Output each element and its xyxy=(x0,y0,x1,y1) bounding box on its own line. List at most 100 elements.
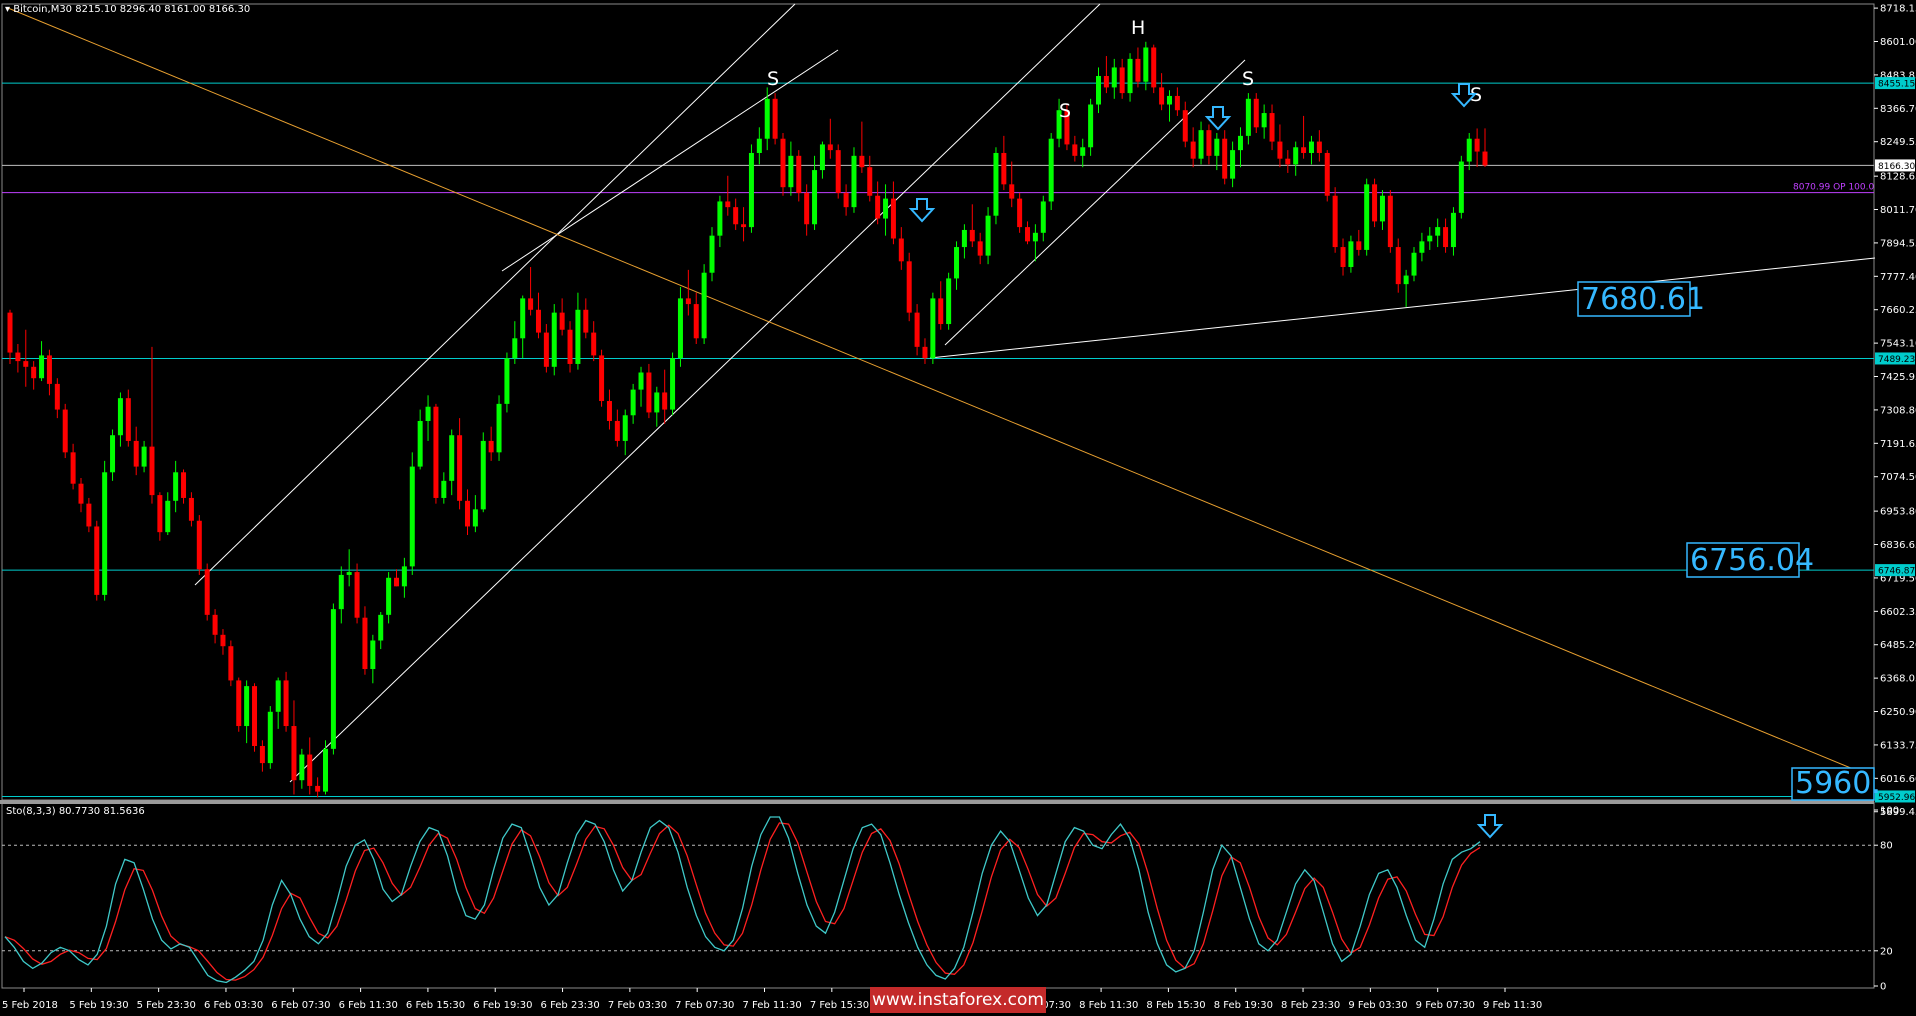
level-label: 6746.87 xyxy=(1878,567,1915,577)
time-axis-label: 8 Feb 19:30 xyxy=(1214,1000,1273,1011)
candle xyxy=(528,267,534,316)
candle xyxy=(843,184,849,216)
stoch-axis-label: 20 xyxy=(1880,946,1893,957)
candle xyxy=(512,321,518,364)
candle-body xyxy=(94,526,100,595)
time-axis-label: 9 Feb 03:30 xyxy=(1348,1000,1407,1011)
candle xyxy=(1009,161,1015,208)
candle-body xyxy=(1293,147,1299,165)
time-axis-label: 7 Feb 15:30 xyxy=(810,1000,869,1011)
candle-body xyxy=(780,138,786,188)
candle-body xyxy=(449,435,455,481)
candle-body xyxy=(141,446,147,467)
candle xyxy=(1198,121,1204,165)
price-axis-label: 7543.10 xyxy=(1880,339,1916,350)
candle xyxy=(1324,150,1330,202)
time-axis-label: 8 Feb 15:30 xyxy=(1146,1000,1205,1011)
candle-body xyxy=(70,452,76,484)
candle-body xyxy=(1230,150,1236,179)
candle xyxy=(741,207,747,242)
menu-icon[interactable]: ▾ xyxy=(5,4,11,15)
candle xyxy=(685,269,691,316)
price-callout-label: 6756.04 xyxy=(1690,543,1814,578)
candle-body xyxy=(946,278,952,325)
candle xyxy=(1032,224,1038,262)
time-axis-label: 5 Feb 19:30 xyxy=(69,1000,128,1011)
candle-body xyxy=(425,406,431,421)
price-callout-box xyxy=(1686,542,1800,578)
candle xyxy=(1174,87,1180,116)
candle-body xyxy=(386,577,392,615)
candle xyxy=(835,144,841,199)
ohlc-readout: 8215.10 8296.40 8161.00 8166.30 xyxy=(75,4,251,15)
candle xyxy=(1316,130,1322,162)
candle xyxy=(630,383,636,424)
candle-body xyxy=(110,435,116,473)
candle-body xyxy=(1443,227,1449,248)
price-axis-label: 6953.80 xyxy=(1880,507,1916,518)
stoch-axis-label: 0 xyxy=(1880,982,1886,993)
level-tag xyxy=(1875,564,1915,577)
price-axis-label: 7191.65 xyxy=(1880,439,1916,450)
price-panel-frame xyxy=(1,3,1875,801)
candle xyxy=(906,252,912,322)
candle-body xyxy=(1135,58,1141,82)
time-axis-label: 6 Feb 07:30 xyxy=(271,1000,330,1011)
candle xyxy=(299,748,305,789)
candle-body xyxy=(662,392,668,410)
candle xyxy=(1206,124,1212,165)
candle-body xyxy=(1356,241,1362,250)
time-axis-label: 8 Feb 23:30 xyxy=(1281,1000,1340,1011)
candle xyxy=(1356,229,1362,256)
candle-body xyxy=(1261,113,1267,128)
price-axis-label: 8249.55 xyxy=(1880,137,1916,148)
candle xyxy=(693,292,699,344)
candle xyxy=(1411,247,1417,282)
candle xyxy=(117,392,123,447)
candle-body xyxy=(859,155,865,168)
candle-body xyxy=(165,500,171,533)
candle-body xyxy=(1277,141,1283,159)
candle xyxy=(709,227,715,282)
price-axis-label: 8366.70 xyxy=(1880,104,1916,115)
candle xyxy=(1253,93,1259,134)
price-axis-label: 8483.85 xyxy=(1880,70,1916,81)
candle-body xyxy=(259,745,265,764)
candle xyxy=(819,141,825,179)
candle xyxy=(62,403,68,459)
candle xyxy=(1372,178,1378,228)
candle xyxy=(393,569,399,587)
candle xyxy=(472,495,478,533)
candle xyxy=(94,520,100,601)
price-axis-label: 7425.95 xyxy=(1880,372,1916,383)
candle xyxy=(1395,238,1401,293)
price-axis-label: 8601.00 xyxy=(1880,37,1916,48)
candle xyxy=(252,683,258,752)
candle xyxy=(599,349,605,407)
candle xyxy=(78,477,84,513)
candle xyxy=(646,363,652,419)
candle xyxy=(378,611,384,650)
candle-body xyxy=(1198,130,1204,159)
candle xyxy=(1332,187,1338,253)
candle xyxy=(1151,44,1157,94)
candle xyxy=(922,338,928,364)
price-callout-label: 7680.61 xyxy=(1581,282,1705,317)
candle xyxy=(133,426,139,476)
candle-body xyxy=(157,495,163,533)
stochastic-panel-frame xyxy=(1,801,1875,989)
candle-body xyxy=(1411,252,1417,276)
candle xyxy=(772,93,778,145)
time-axis-label: 7 Feb 03:30 xyxy=(608,1000,667,1011)
candle xyxy=(362,606,368,675)
candle xyxy=(985,207,991,265)
candle xyxy=(1166,90,1172,122)
candle-body xyxy=(1269,113,1275,142)
candle-body xyxy=(496,403,502,453)
candle-body xyxy=(543,332,549,367)
candle-body xyxy=(819,144,825,171)
candle xyxy=(575,292,581,370)
candle xyxy=(457,418,463,510)
candle-body xyxy=(914,312,920,347)
candle-body xyxy=(796,155,802,193)
